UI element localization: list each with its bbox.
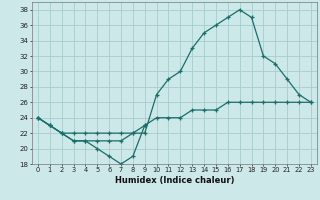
X-axis label: Humidex (Indice chaleur): Humidex (Indice chaleur) <box>115 176 234 185</box>
